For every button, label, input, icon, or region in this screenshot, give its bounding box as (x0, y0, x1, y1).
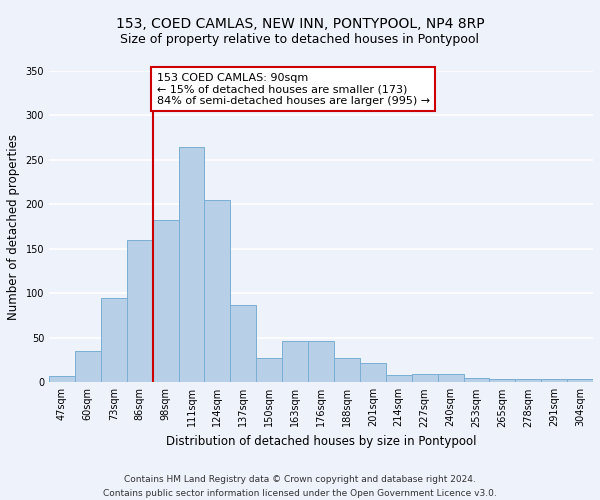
Bar (230, 305, 256, 382)
Bar (490, 379, 515, 382)
Bar (205, 200, 230, 382)
Bar (308, 340, 334, 382)
Bar (360, 363, 386, 382)
Bar (75, 351, 101, 382)
Bar (386, 375, 412, 382)
Bar (464, 378, 490, 382)
Bar (101, 298, 127, 382)
Bar (127, 240, 152, 382)
Text: Contains HM Land Registry data © Crown copyright and database right 2024.
Contai: Contains HM Land Registry data © Crown c… (103, 476, 497, 498)
Bar (179, 146, 205, 382)
Bar (256, 358, 282, 382)
X-axis label: Distribution of detached houses by size in Pontypool: Distribution of detached houses by size … (166, 435, 476, 448)
Bar (152, 220, 179, 382)
Text: 153, COED CAMLAS, NEW INN, PONTYPOOL, NP4 8RP: 153, COED CAMLAS, NEW INN, PONTYPOOL, NP… (116, 18, 484, 32)
Bar (515, 379, 541, 382)
Y-axis label: Number of detached properties: Number of detached properties (7, 134, 20, 320)
Bar (541, 379, 567, 382)
Bar (49, 376, 75, 382)
Bar (567, 379, 593, 382)
Text: 153 COED CAMLAS: 90sqm
← 15% of detached houses are smaller (173)
84% of semi-de: 153 COED CAMLAS: 90sqm ← 15% of detached… (157, 72, 430, 106)
Bar (412, 374, 437, 382)
Bar (282, 340, 308, 382)
Text: Size of property relative to detached houses in Pontypool: Size of property relative to detached ho… (121, 32, 479, 46)
Bar (437, 374, 464, 382)
Bar (334, 358, 360, 382)
